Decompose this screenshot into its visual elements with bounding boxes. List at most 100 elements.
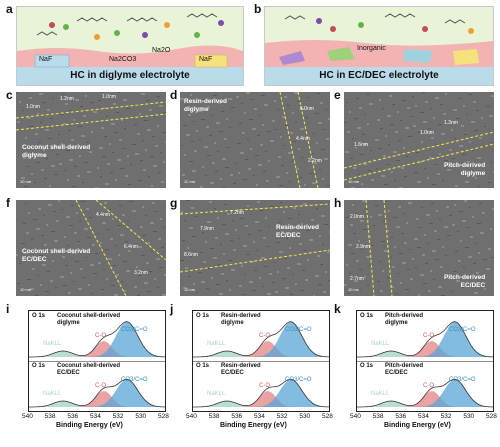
- lattice-guide-line: [180, 203, 330, 215]
- lattice-spacing-label: 2.2nm: [308, 158, 322, 164]
- xps-peak-label-co3: CO3/C=O: [121, 377, 148, 383]
- lattice-guide-line: [383, 200, 393, 296]
- xps-peak-label-co: C-O: [259, 383, 270, 389]
- lattice-spacing-label: 8.6nm: [184, 252, 198, 258]
- lattice-spacing-label: 7.9nm: [200, 226, 214, 232]
- tem-image-c: 1.0nm 1.2nm 1.0nm Coconut shell-derived dig…: [16, 92, 166, 188]
- xps-peak-label-co3: CO3/C=O: [449, 327, 476, 333]
- xps-peak-label-co: C-O: [423, 383, 434, 389]
- lattice-spacing-label: 2.9nm: [356, 244, 370, 250]
- xps-tick-label: 532: [112, 413, 124, 420]
- lattice-spacing-label: 1.0nm: [102, 94, 116, 100]
- xps-peak-label-co3: CO3/C=O: [449, 377, 476, 383]
- lattice-spacing-label: 2.7nm: [350, 276, 364, 282]
- xps-peak-label-co: C-O: [259, 333, 270, 339]
- lattice-spacing-label: 1.6nm: [354, 142, 368, 148]
- xps-tick-label: 530: [463, 413, 475, 420]
- xps-peak-fit: [357, 391, 493, 407]
- xps-tick-label: 530: [135, 413, 147, 420]
- xps-peak-fit: [193, 322, 329, 357]
- scale-bar-label: 10 nm: [184, 287, 196, 292]
- lattice-guide-line: [95, 200, 166, 261]
- panel-letter-h: h: [334, 196, 342, 210]
- xps-peak-label-nakll: NaKLL: [43, 391, 62, 397]
- xps-spectrum-bottom: [29, 361, 165, 408]
- xps-peak-label-co: C-O: [423, 333, 434, 339]
- lattice-guide-line: [75, 200, 127, 296]
- schematic-diglyme-art: [17, 7, 243, 85]
- xps-spectrum-bottom: [357, 361, 493, 408]
- xps-envelope-line: [29, 378, 165, 408]
- lattice-spacing-label: 1.0nm: [26, 104, 40, 110]
- panel-letter-a: a: [6, 2, 13, 16]
- lattice-spacing-label: 1.0nm: [420, 130, 434, 136]
- lattice-spacing-label: 1.2nm: [60, 96, 74, 102]
- tem-texture-e: [344, 92, 494, 188]
- xps-plot-i: O 1s Coconut shell-derived diglyme NaKLL C-…: [28, 310, 166, 412]
- tem-sample-label: Resin-derived EC/DEC: [276, 224, 319, 239]
- xps-peak-label-co: C-O: [95, 383, 106, 389]
- xps-envelope-line: [193, 321, 329, 358]
- xps-peak-label-nakll: NaKLL: [43, 341, 62, 347]
- lattice-spacing-label: 1.3nm: [444, 120, 458, 126]
- xps-o1s-label: O 1s: [32, 313, 46, 319]
- tem-sample-label: Resin-derived diglyme: [184, 98, 227, 113]
- xps-spectrum-bottom: [193, 361, 329, 408]
- xps-peak-label-co3: CO3/C=O: [285, 377, 312, 383]
- panel-letter-k: k: [334, 302, 341, 316]
- xps-tick-label: 536: [231, 413, 243, 420]
- xps-tick-label: 534: [254, 413, 265, 420]
- lattice-spacing-label: 3.2nm: [134, 270, 148, 276]
- panel-letter-d: d: [170, 88, 178, 102]
- xps-peak-fit: [193, 391, 329, 407]
- xps-peak-fit: [29, 322, 165, 357]
- xps-envelope-line: [357, 321, 493, 358]
- schematic-ecdec-art: [265, 7, 493, 85]
- xps-tick-label: 532: [440, 413, 452, 420]
- xps-tick-label: 536: [67, 413, 79, 420]
- lattice-spacing-label: 4.4nm: [96, 212, 110, 218]
- species-na2co3: Na2CO3: [109, 56, 137, 63]
- lattice-spacing-label: 4.4nm: [296, 136, 310, 142]
- xps-envelope-line: [193, 378, 329, 408]
- scale-bar-label: 10 nm: [20, 179, 32, 184]
- scale-bar-label: 10 nm: [184, 179, 196, 184]
- tem-texture-c: [16, 92, 166, 188]
- xps-peak-fit: [357, 401, 493, 407]
- xps-peak-fit: [357, 351, 493, 357]
- xps-o1s-label: O 1s: [196, 313, 210, 319]
- xps-o1s-label: O 1s: [360, 313, 374, 319]
- panel-letter-b: b: [254, 2, 262, 16]
- xps-sample-label: Coconut shell-derived EC/DEC: [57, 363, 121, 376]
- xps-peak-fit: [193, 341, 329, 357]
- tem-image-e: 1.3nm 1.0nm 1.6nm Pitch-derived diglyme 10 n…: [344, 92, 494, 188]
- xps-peak-label-nakll: NaKLL: [371, 341, 390, 347]
- lattice-guide-line: [365, 200, 375, 296]
- tem-texture-h: [344, 200, 494, 296]
- scale-bar-label: 10 nm: [20, 287, 32, 292]
- xps-xlabel: Binding Energy (eV): [220, 422, 287, 429]
- tem-sample-label: Pitch-derived EC/DEC: [444, 274, 486, 289]
- xps-tick-label: 540: [22, 413, 33, 420]
- xps-peak-label-nakll: NaKLL: [371, 391, 390, 397]
- lattice-spacing-label: 6.0nm: [300, 106, 314, 112]
- xps-sample-label: Resin-derived EC/DEC: [221, 363, 261, 376]
- lattice-guide-line: [279, 92, 301, 188]
- tem-sample-label: Coconut shell-derived EC/DEC: [22, 248, 91, 263]
- xps-o1s-label: O 1s: [360, 363, 374, 369]
- xps-xlabel: Binding Energy (eV): [56, 422, 123, 429]
- xps-peak-fit: [29, 351, 165, 357]
- tem-sample-label: Pitch-derived diglyme: [444, 162, 486, 177]
- tem-image-g: 7.9nm 7.2nm 8.6nm Resin-derived EC/DEC 10 nm: [180, 200, 330, 296]
- species-naf-right: NaF: [199, 56, 213, 63]
- xps-plot-j: O 1s Resin-derived diglyme NaKLL C-O CO3/C=O…: [192, 310, 330, 412]
- xps-spectrum-top: [29, 321, 165, 358]
- tem-image-f: 4.4nm 6.4nm 3.2nm Coconut shell-derived EC/…: [16, 200, 166, 296]
- xps-tick-label: 540: [186, 413, 197, 420]
- tem-sample-label: Coconut shell-derived diglyme: [22, 144, 91, 159]
- panel-letter-j: j: [170, 302, 174, 316]
- xps-tick-label: 528: [486, 413, 497, 420]
- schematic-ecdec: Inorganic HC in EC/DEC electrolyte: [264, 6, 494, 86]
- tem-texture-d: [180, 92, 330, 188]
- lattice-guide-line: [180, 249, 330, 273]
